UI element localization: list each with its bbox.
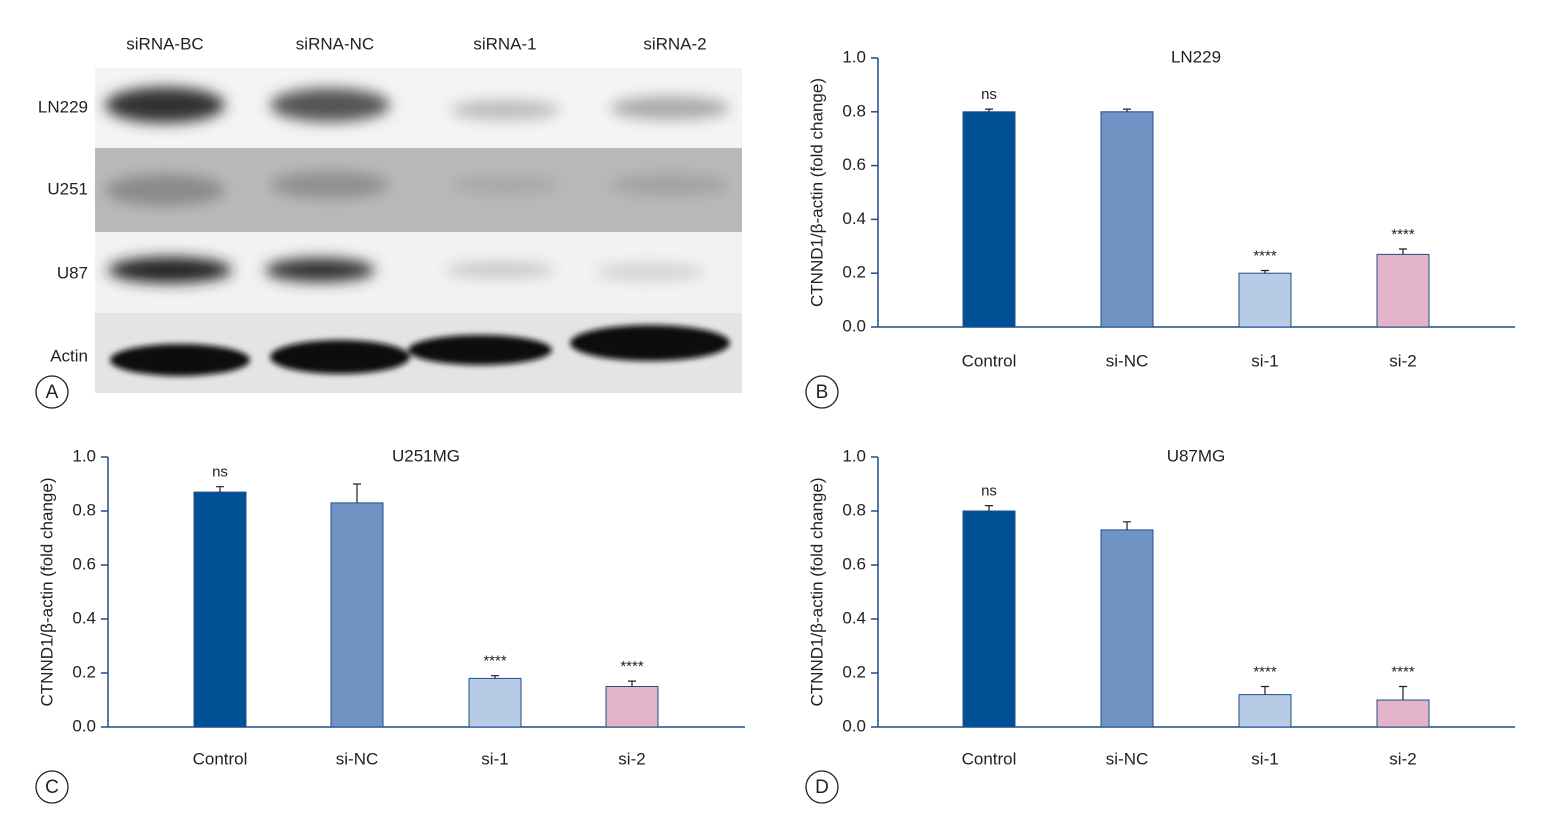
y-tick-label: 0.8 xyxy=(842,500,866,519)
error-bar xyxy=(491,675,499,679)
error-bar xyxy=(1261,685,1269,695)
y-tick-label: 1.0 xyxy=(842,47,866,66)
x-tick-label: si-1 xyxy=(1251,351,1278,370)
bar xyxy=(1100,529,1154,728)
x-tick-label: si-2 xyxy=(1389,749,1416,768)
y-tick-label: 0.2 xyxy=(842,263,866,282)
bar xyxy=(193,491,247,728)
error-bar xyxy=(1123,108,1131,112)
bands xyxy=(105,87,730,283)
significance-label: **** xyxy=(1391,226,1415,243)
chart-title: LN229 xyxy=(1171,47,1221,66)
bar xyxy=(962,111,1016,328)
bar xyxy=(1376,253,1430,328)
significance-label: ns xyxy=(981,483,997,500)
error-bar xyxy=(985,505,993,511)
bar xyxy=(1238,694,1292,728)
significance-label: **** xyxy=(1253,247,1277,264)
x-tick-label: si-1 xyxy=(481,749,508,768)
y-tick-label: 0.6 xyxy=(842,554,866,573)
x-tick-label: Control xyxy=(962,749,1017,768)
panel-circle xyxy=(35,375,69,409)
y-tick-label: 0.0 xyxy=(842,716,866,735)
actin-bands xyxy=(110,325,730,376)
error-bar xyxy=(353,483,361,503)
row-label: LN229 xyxy=(38,97,88,116)
chart-title: U87MG xyxy=(1167,446,1226,465)
x-tick-label: si-2 xyxy=(618,749,645,768)
y-axis-label: CTNND1/β-actin (fold change) xyxy=(807,78,826,307)
x-tick-label: Control xyxy=(962,351,1017,370)
x-tick-label: Control xyxy=(193,749,248,768)
significance-label: ns xyxy=(981,86,997,103)
y-tick-label: 0.8 xyxy=(72,500,96,519)
bar xyxy=(330,502,384,728)
y-tick-label: 0.6 xyxy=(842,155,866,174)
row-label: Actin xyxy=(50,346,88,365)
chart-title: U251MG xyxy=(392,446,460,465)
significance-label: **** xyxy=(620,658,644,675)
error-bar xyxy=(985,108,993,112)
significance-label: **** xyxy=(483,653,507,670)
lane-label: siRNA-2 xyxy=(643,34,706,53)
y-axis-label: CTNND1/β-actin (fold change) xyxy=(37,478,56,707)
bar xyxy=(468,677,522,728)
y-tick-label: 0.4 xyxy=(72,608,96,627)
x-tick-label: si-2 xyxy=(1389,351,1416,370)
panel-label: C xyxy=(45,777,59,798)
significance-label: **** xyxy=(1391,663,1415,680)
error-bar xyxy=(1399,685,1407,700)
x-tick-label: si-1 xyxy=(1251,749,1278,768)
y-tick-label: 1.0 xyxy=(72,446,96,465)
error-bar xyxy=(1261,269,1269,274)
bar xyxy=(605,686,659,728)
row-label: U87 xyxy=(57,263,88,282)
panel-circle xyxy=(805,770,839,804)
lane-label: siRNA-BC xyxy=(126,34,203,53)
panel-circle xyxy=(805,375,839,409)
panel-label: B xyxy=(816,382,829,403)
y-tick-label: 0.4 xyxy=(842,209,866,228)
bar xyxy=(1376,699,1430,728)
x-tick-label: si-NC xyxy=(1106,351,1149,370)
significance-label: **** xyxy=(1253,663,1277,680)
error-bar xyxy=(1123,521,1131,530)
lane-label: siRNA-1 xyxy=(473,34,536,53)
bar xyxy=(1100,111,1154,328)
error-bar xyxy=(1399,248,1407,255)
error-bar xyxy=(216,486,224,493)
bar xyxy=(1238,272,1292,328)
y-tick-label: 0.8 xyxy=(842,101,866,120)
y-tick-label: 0.0 xyxy=(842,316,866,335)
y-tick-label: 0.2 xyxy=(72,662,96,681)
x-tick-label: si-NC xyxy=(1106,749,1149,768)
bar xyxy=(962,510,1016,728)
y-tick-label: 0.6 xyxy=(72,554,96,573)
western-blot xyxy=(95,68,742,393)
panel-label: A xyxy=(46,382,59,403)
y-tick-label: 0.0 xyxy=(72,716,96,735)
panel-circle xyxy=(35,770,69,804)
y-tick-label: 1.0 xyxy=(842,446,866,465)
row-label: U251 xyxy=(47,179,88,198)
y-tick-label: 0.2 xyxy=(842,662,866,681)
panel-label: D xyxy=(815,777,829,798)
lane-label: siRNA-NC xyxy=(296,34,374,53)
error-bar xyxy=(628,680,636,687)
significance-label: ns xyxy=(212,464,228,481)
y-axis-label: CTNND1/β-actin (fold change) xyxy=(807,478,826,707)
y-tick-label: 0.4 xyxy=(842,608,866,627)
x-tick-label: si-NC xyxy=(336,749,379,768)
